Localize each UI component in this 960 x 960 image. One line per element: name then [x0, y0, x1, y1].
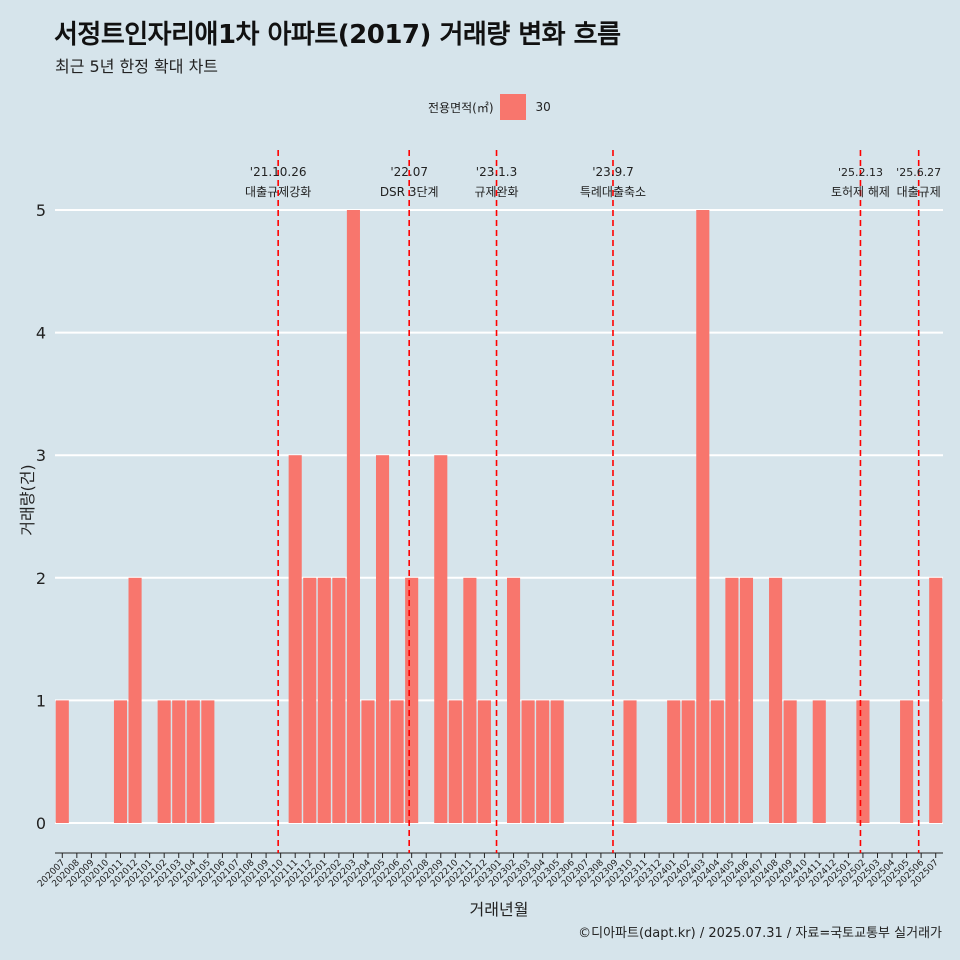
y-tick-label: 4 [36, 324, 46, 343]
y-tick-label: 0 [36, 814, 46, 833]
event-date-label: '21.10.26 [250, 165, 307, 179]
event-date-label: '23.9.7 [592, 165, 633, 179]
y-tick-label: 3 [36, 446, 46, 465]
y-tick-label: 1 [36, 691, 46, 710]
bar [477, 700, 491, 823]
bar [128, 577, 142, 823]
bar [507, 577, 521, 823]
bar [172, 700, 186, 823]
y-tick-label: 5 [36, 201, 46, 220]
event-name-label: 대출규제 [897, 185, 941, 199]
bar [157, 700, 171, 823]
bar [317, 577, 331, 823]
x-axis-title: 거래년월 [470, 900, 529, 919]
bar [536, 700, 550, 823]
y-axis-title: 거래량(건) [18, 464, 37, 535]
bar [812, 700, 826, 823]
bar [448, 700, 462, 823]
bar [681, 700, 695, 823]
bar [623, 700, 637, 823]
bar [201, 700, 215, 823]
bar [725, 577, 739, 823]
bar [667, 700, 681, 823]
legend-title: 전용면적(㎡) [428, 100, 494, 115]
event-name-label: 규제완화 [474, 185, 518, 199]
bar [434, 455, 448, 823]
bar [113, 700, 128, 823]
bar [900, 700, 914, 823]
event-date-label: '25.6.27 [896, 166, 941, 179]
bar [390, 700, 404, 823]
bar [783, 700, 797, 823]
event-name-label: 특례대출축소 [580, 185, 646, 199]
bar [186, 700, 200, 823]
bar [405, 577, 419, 823]
event-date-label: '23.1.3 [476, 165, 517, 179]
bar [739, 577, 754, 823]
legend-swatch [499, 94, 526, 120]
bar [303, 577, 317, 823]
bar [769, 577, 783, 823]
event-name-label: 토허제 해제 [831, 185, 890, 199]
bar [375, 455, 390, 823]
bar [521, 700, 535, 823]
legend: 전용면적(㎡) 30 [428, 94, 551, 120]
bar [929, 577, 943, 823]
bar [55, 700, 69, 823]
event-name-label: DSR 3단계 [380, 185, 439, 199]
bar [856, 700, 870, 823]
event-name-label: 대출규제강화 [245, 185, 311, 199]
chart-subtitle: 최근 5년 한정 확대 차트 [55, 57, 219, 76]
bar [710, 700, 724, 823]
bar [696, 210, 710, 823]
legend-label: 30 [535, 100, 551, 114]
y-tick-label: 2 [36, 569, 46, 588]
chart-title: 서정트인자리애1차 아파트(2017) 거래량 변화 흐름 [54, 20, 621, 50]
bar [332, 577, 346, 823]
event-date-label: '22.07 [390, 165, 428, 179]
bar [346, 210, 360, 823]
bar [550, 700, 564, 823]
source-caption: ©디아파트(dapt.kr) / 2025.07.31 / 자료=국토교통부 실… [578, 926, 942, 941]
bar [288, 455, 302, 823]
event-date-label: '25.2.13 [838, 166, 883, 179]
bar [463, 577, 477, 823]
bar [361, 700, 375, 823]
